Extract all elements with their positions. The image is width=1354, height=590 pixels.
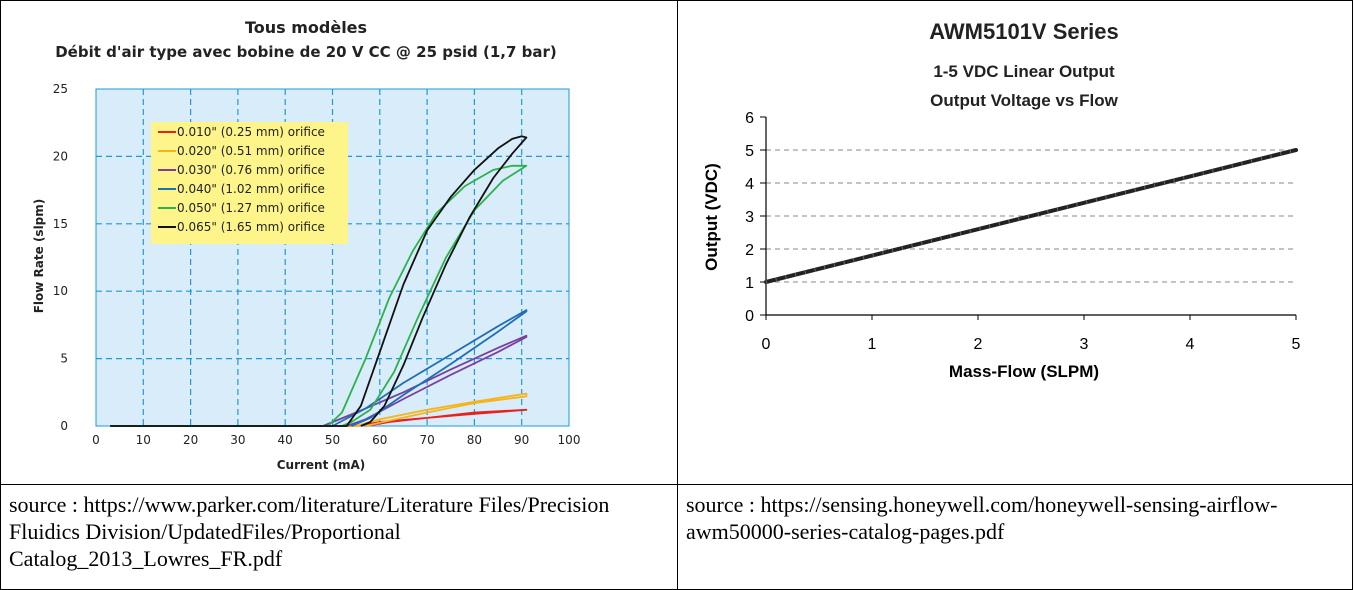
right-y-tick-label: 5: [745, 143, 754, 160]
left-chart-title: Tous modèles: [245, 18, 367, 37]
left-series-line-5: [110, 135, 528, 427]
left-legend-label: 0.065" (1.65 mm) orifice: [177, 220, 325, 234]
left-x-axis-label: Current (mA): [277, 458, 366, 472]
right-y-tick-label: 1: [745, 275, 754, 292]
left-x-tick-label: 70: [419, 433, 434, 447]
left-figure-cell: Tous modèles Débit d'air type avec bobin…: [0, 0, 678, 485]
left-source-cell: source : https://www.parker.com/literatu…: [0, 484, 678, 590]
left-chart-subtitle: Débit d'air type avec bobine de 20 V CC …: [55, 43, 557, 61]
left-x-tick-label: 40: [278, 433, 293, 447]
right-y-axis-label: Output (VDC): [702, 163, 721, 271]
right-chart-subtitle-2: Output Voltage vs Flow: [930, 91, 1118, 110]
right-source-cell: source : https://sensing.honeywell.com/h…: [677, 484, 1353, 590]
left-x-tick-label: 60: [372, 433, 387, 447]
left-y-tick-label: 0: [60, 419, 68, 433]
left-x-tick-label: 100: [558, 433, 581, 447]
left-legend-label: 0.030" (0.76 mm) orifice: [177, 163, 325, 177]
left-y-tick-label: 25: [53, 82, 68, 96]
right-chart-subtitle: 1-5 VDC Linear Output: [933, 62, 1115, 81]
left-x-tick-label: 10: [136, 433, 151, 447]
left-series-line-3: [110, 309, 528, 427]
right-chart-title: AWM5101V Series: [929, 19, 1119, 44]
left-series-line-0: [110, 408, 528, 427]
left-x-tick-label: 30: [230, 433, 245, 447]
right-y-tick-label: 0: [745, 308, 754, 325]
right-y-tick-label: 3: [745, 209, 754, 226]
right-y-tick-label: 2: [745, 242, 754, 259]
left-legend-label: 0.010" (0.25 mm) orifice: [177, 125, 325, 139]
right-y-tick-label: 6: [745, 110, 754, 127]
left-legend-label: 0.020" (0.51 mm) orifice: [177, 144, 325, 158]
right-y-tick-label: 4: [745, 176, 754, 193]
right-plot-area: 0 1 2 3 4 5 6 0 1 2 3 4 5: [745, 110, 1300, 353]
left-source-text: source : https://www.parker.com/literatu…: [9, 492, 610, 571]
right-x-tick-label: 2: [974, 336, 983, 353]
right-x-tick-label: 1: [868, 336, 877, 353]
left-legend-label: 0.040" (1.02 mm) orifice: [177, 182, 325, 196]
flow-rate-chart: Tous modèles Débit d'air type avec bobin…: [32, 18, 581, 472]
left-x-tick-label: 0: [92, 433, 100, 447]
output-voltage-chart: AWM5101V Series 1-5 VDC Linear Output Ou…: [702, 19, 1301, 381]
right-series-line-0: [764, 148, 1298, 284]
left-y-tick-label: 5: [60, 352, 68, 366]
right-x-tick-label: 5: [1292, 336, 1301, 353]
left-x-tick-label: 20: [183, 433, 198, 447]
left-x-tick-label: 50: [325, 433, 340, 447]
right-x-tick-label: 4: [1186, 336, 1195, 353]
left-legend-label: 0.050" (1.27 mm) orifice: [177, 201, 325, 215]
right-x-tick-label: 0: [762, 336, 771, 353]
left-series-line-1: [110, 392, 528, 427]
left-x-tick-label: 90: [514, 433, 529, 447]
left-y-tick-label: 20: [53, 149, 68, 163]
right-x-tick-label: 3: [1080, 336, 1089, 353]
left-series-line-4: [110, 164, 528, 427]
left-y-tick-label: 10: [53, 284, 68, 298]
left-x-tick-label: 80: [467, 433, 482, 447]
left-legend-box: [151, 122, 348, 244]
left-plot-area: 0 10 20 30 40 50 60 70 80 90 100 0 5 10 15 20 25 0.010" (…: [53, 82, 581, 447]
right-source-text: source : https://sensing.honeywell.com/h…: [686, 492, 1278, 544]
right-figure-cell: AWM5101V Series 1-5 VDC Linear Output Ou…: [677, 0, 1353, 485]
left-y-axis-label: Flow Rate (slpm): [32, 199, 46, 314]
right-x-axis-label: Mass-Flow (SLPM): [949, 362, 1099, 381]
left-y-tick-label: 15: [53, 217, 68, 231]
